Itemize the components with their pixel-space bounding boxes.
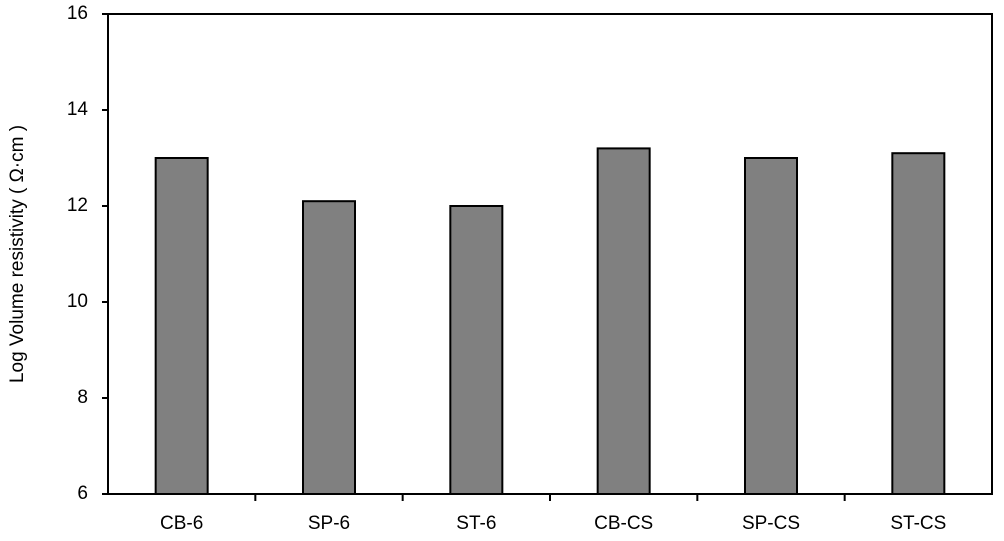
x-tick-label: ST-6 <box>456 513 496 534</box>
bar <box>154 157 209 495</box>
bar <box>891 152 946 495</box>
y-tick-label: 10 <box>67 291 88 312</box>
x-tick-label: CB-CS <box>594 513 653 534</box>
bar <box>744 157 798 495</box>
x-tick-label: ST-CS <box>890 513 946 534</box>
y-tick-label: 6 <box>77 483 88 504</box>
y-tick-label: 8 <box>77 387 88 408</box>
x-tick-label: SP-CS <box>742 513 800 534</box>
y-tick-label: 12 <box>67 195 88 216</box>
bar <box>302 200 356 495</box>
bar <box>449 205 504 495</box>
plot-frame <box>107 13 993 495</box>
x-tick-label: CB-6 <box>160 513 203 534</box>
y-axis-label: Log Volume resistivity ( Ω·cm ) <box>7 125 28 383</box>
bar <box>596 147 651 495</box>
y-tick-label: 14 <box>67 99 89 120</box>
y-tick-label: 16 <box>67 3 88 24</box>
x-tick-label: SP-6 <box>308 513 350 534</box>
